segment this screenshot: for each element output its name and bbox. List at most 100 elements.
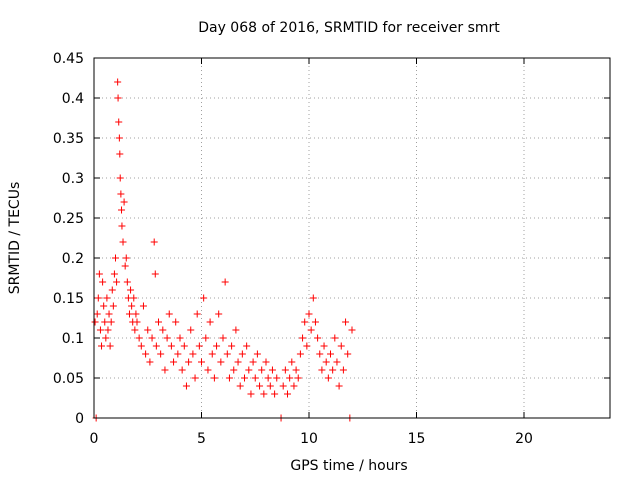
- data-point: [91, 318, 99, 326]
- data-point: [103, 294, 111, 302]
- data-point: [142, 350, 150, 358]
- data-point: [106, 342, 114, 350]
- data-point: [144, 326, 152, 334]
- x-axis-ticks: 0 5 10 15 20: [90, 58, 533, 447]
- data-point: [234, 358, 242, 366]
- data-point: [281, 366, 289, 374]
- data-point: [187, 326, 195, 334]
- data-point: [115, 118, 123, 126]
- data-point: [223, 350, 231, 358]
- data-point: [118, 222, 126, 230]
- data-point: [320, 342, 328, 350]
- data-point: [236, 382, 244, 390]
- data-point: [104, 326, 112, 334]
- data-point: [95, 270, 103, 278]
- data-point: [322, 358, 330, 366]
- y-tick-label: 0.45: [53, 51, 84, 67]
- data-point: [185, 358, 193, 366]
- data-point: [314, 334, 322, 342]
- data-point: [191, 374, 199, 382]
- data-point: [157, 350, 165, 358]
- data-point: [348, 326, 356, 334]
- data-point: [335, 382, 343, 390]
- data-point: [329, 366, 337, 374]
- x-tick-label: 15: [408, 431, 426, 447]
- data-point: [241, 374, 248, 382]
- chart-title: Day 068 of 2016, SRMTID for receiver smr…: [198, 20, 500, 36]
- y-tick-label: 0.15: [53, 291, 84, 307]
- data-point: [219, 334, 227, 342]
- data-point: [148, 334, 156, 342]
- data-point: [116, 150, 124, 158]
- data-point: [94, 294, 102, 302]
- data-point: [232, 326, 240, 334]
- data-point: [151, 270, 159, 278]
- data-point: [176, 334, 184, 342]
- data-point: [305, 310, 313, 318]
- data-point: [174, 350, 182, 358]
- data-point: [286, 374, 294, 382]
- data-point: [116, 174, 124, 182]
- data-point: [100, 302, 108, 310]
- data-point: [109, 302, 117, 310]
- data-point: [131, 326, 139, 334]
- data-point: [299, 334, 307, 342]
- y-axis-label: SRMTID / TECUs: [7, 182, 23, 295]
- data-point: [150, 238, 158, 246]
- data-point: [290, 382, 298, 390]
- data-point: [268, 366, 276, 374]
- x-tick-label: 0: [90, 431, 99, 447]
- plot-frame: [93, 57, 611, 419]
- data-point: [189, 350, 197, 358]
- data-point: [105, 310, 113, 318]
- data-point: [172, 318, 180, 326]
- data-point: [337, 342, 345, 350]
- data-point: [193, 310, 201, 318]
- data-point: [146, 358, 154, 366]
- grid-lines: [94, 58, 610, 418]
- data-point: [256, 382, 264, 390]
- x-axis-label: GPS time / hours: [290, 458, 407, 474]
- data-point: [279, 382, 287, 390]
- data-point: [327, 350, 334, 358]
- data-point: [132, 310, 140, 318]
- data-point: [112, 254, 119, 262]
- data-point: [225, 374, 233, 382]
- data-point: [228, 342, 236, 350]
- data-point: [309, 294, 317, 302]
- data-point: [165, 310, 173, 318]
- y-axis-ticks: 0 0.05 0.1 0.15 0.2 0.25 0.3 0.35 0.4 0.45: [53, 51, 610, 427]
- data-point: [137, 342, 145, 350]
- data-point: [178, 366, 186, 374]
- x-tick-label: 10: [300, 431, 318, 447]
- data-point: [303, 342, 311, 350]
- data-point: [198, 358, 205, 366]
- y-tick-label: 0.1: [62, 331, 84, 347]
- data-point: [266, 382, 274, 390]
- data-point: [264, 374, 272, 382]
- data-point: [170, 358, 178, 366]
- data-point: [213, 342, 221, 350]
- data-point: [133, 318, 141, 326]
- data-point: [167, 342, 175, 350]
- data-point: [262, 358, 270, 366]
- y-tick-label: 0.35: [53, 131, 84, 147]
- y-tick-label: 0.05: [53, 371, 84, 387]
- data-point: [139, 302, 147, 310]
- data-point: [342, 318, 350, 326]
- data-point: [333, 358, 341, 366]
- data-point: [182, 382, 190, 390]
- data-point: [195, 342, 203, 350]
- data-point: [122, 254, 130, 262]
- data-point: [117, 190, 125, 198]
- data-point: [119, 238, 127, 246]
- data-series-srmtid: [91, 78, 356, 422]
- data-point: [202, 334, 210, 342]
- data-point: [230, 366, 238, 374]
- data-point: [98, 342, 106, 350]
- data-point: [135, 334, 143, 342]
- data-point: [243, 342, 251, 350]
- data-point: [258, 366, 266, 374]
- data-point: [253, 350, 261, 358]
